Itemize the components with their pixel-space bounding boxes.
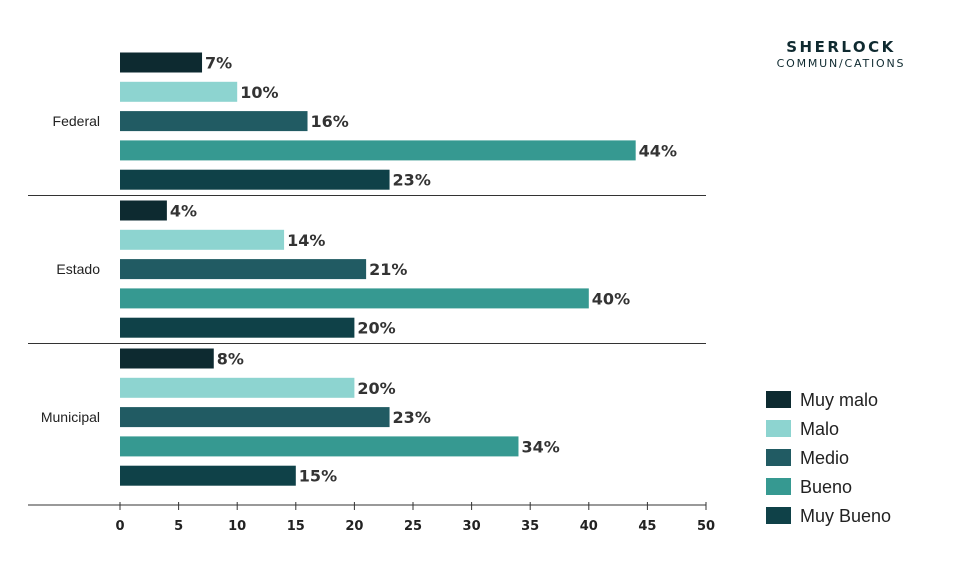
- bar-estado-medio: [120, 259, 367, 280]
- x-tick-label: 20: [345, 519, 363, 534]
- data-label: 20%: [357, 319, 395, 338]
- brand-line-1: SHERLOCK: [786, 38, 896, 56]
- x-tick-label: 45: [638, 519, 656, 534]
- group-separators: [28, 195, 706, 344]
- bar-federal-muy-malo: [120, 52, 203, 73]
- legend-label: Malo: [800, 419, 839, 439]
- category-label: Federal: [53, 113, 100, 129]
- legend-label: Bueno: [800, 477, 852, 497]
- data-label: 20%: [357, 379, 395, 398]
- data-label: 8%: [217, 350, 244, 369]
- bars-layer: 7% 10% 16% 44% 23% 4% 14% 21% 40% 20% 8% 20% 23% 34% 1…: [120, 52, 677, 486]
- x-tick-label: 30: [463, 519, 481, 534]
- x-tick-label: 25: [404, 519, 422, 534]
- brand-line-2: COMMUN/CATIONS: [776, 57, 906, 70]
- x-tick-label: 10: [228, 519, 246, 534]
- category-label: Municipal: [41, 409, 100, 425]
- data-label: 44%: [639, 141, 677, 160]
- x-tick-label: 0: [115, 519, 124, 534]
- data-label: 10%: [240, 83, 278, 102]
- x-tick-label: 35: [521, 519, 539, 534]
- legend-swatch: [766, 507, 791, 524]
- bar-municipal-malo: [120, 377, 355, 398]
- x-tick-label: 40: [580, 519, 598, 534]
- bar-estado-malo: [120, 229, 285, 250]
- legend-label: Medio: [800, 448, 849, 468]
- legend-label: Muy malo: [800, 390, 878, 410]
- bar-municipal-medio: [120, 407, 390, 428]
- legend-label: Muy Bueno: [800, 506, 891, 526]
- bar-federal-muy-bueno: [120, 169, 390, 190]
- brand-logo: SHERLOCK COMMUN/CATIONS: [766, 38, 916, 72]
- x-tick-label: 50: [697, 519, 715, 534]
- bar-municipal-bueno: [120, 436, 519, 457]
- bar-federal-medio: [120, 111, 308, 132]
- data-label: 14%: [287, 231, 325, 250]
- bar-federal-bueno: [120, 140, 636, 161]
- data-label: 7%: [205, 54, 232, 73]
- category-labels: Federal Estado Municipal: [41, 113, 100, 425]
- x-tick-label: 5: [174, 519, 183, 534]
- bar-municipal-muy-malo: [120, 348, 214, 369]
- data-label: 15%: [299, 467, 337, 486]
- legend-swatch: [766, 478, 791, 495]
- bar-estado-muy-bueno: [120, 317, 355, 338]
- x-axis: 0 5 10 15 20 25 30 35 40 45 50: [28, 502, 715, 534]
- category-label: Estado: [56, 261, 100, 277]
- legend-swatch: [766, 449, 791, 466]
- data-label: 21%: [369, 260, 407, 279]
- bar-estado-muy-malo: [120, 200, 167, 221]
- data-label: 34%: [521, 437, 559, 456]
- bar-municipal-muy-bueno: [120, 465, 296, 486]
- legend-swatch: [766, 420, 791, 437]
- data-label: 16%: [311, 112, 349, 131]
- data-label: 40%: [592, 289, 630, 308]
- bar-estado-bueno: [120, 288, 589, 309]
- data-label: 23%: [393, 408, 431, 427]
- x-tick-label: 15: [287, 519, 305, 534]
- legend: Muy malo Malo Medio Bueno Muy Bueno: [766, 390, 891, 526]
- data-label: 4%: [170, 202, 197, 221]
- legend-swatch: [766, 391, 791, 408]
- data-label: 23%: [393, 171, 431, 190]
- bar-federal-malo: [120, 81, 238, 102]
